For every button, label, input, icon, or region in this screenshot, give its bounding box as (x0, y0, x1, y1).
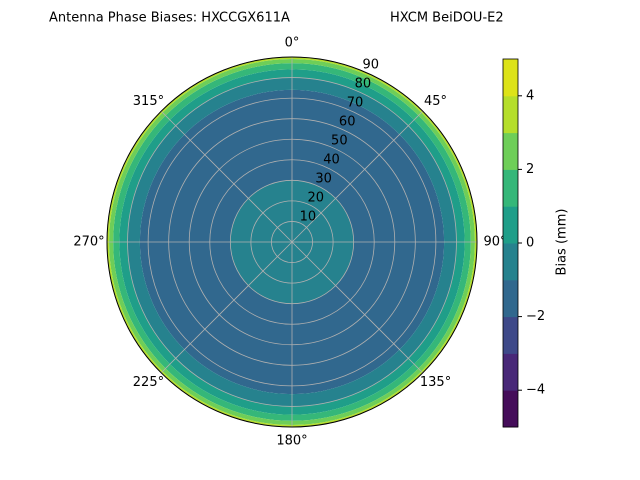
colorbar-swatch (503, 169, 518, 207)
r-tick-label: 50 (331, 134, 348, 149)
theta-tick-label: 180° (276, 434, 307, 449)
r-tick-label: 30 (315, 172, 332, 187)
colorbar-swatch (503, 316, 518, 354)
grid-spoke (291, 110, 424, 243)
colorbar-label: Bias (mm) (555, 209, 570, 276)
theta-tick-label: 0° (285, 36, 300, 51)
colorbar-swatch (503, 59, 518, 97)
colorbar-tick-label: 0 (526, 236, 534, 251)
colorbar-swatch (503, 353, 518, 391)
colorbar-swatch (503, 279, 518, 318)
r-tick-label: 20 (307, 191, 324, 206)
theta-tick-label: 90° (483, 235, 506, 250)
theta-tick-label: 270° (73, 235, 104, 250)
r-tick-label: 40 (323, 153, 340, 168)
r-tick-label: 10 (300, 210, 317, 225)
colorbar-swatch (503, 132, 518, 170)
r-tick-label: 90 (363, 58, 380, 73)
colorbar-swatch (503, 243, 518, 281)
colorbar-tick-label: 2 (526, 162, 534, 177)
grid-spoke (291, 241, 424, 374)
theta-tick-label: 225° (133, 375, 164, 390)
colorbar-swatch (503, 95, 518, 134)
r-tick-label: 60 (339, 115, 356, 130)
chart-subtitle: HXCM BeiDOU-E2 (390, 11, 504, 26)
r-tick-label: 80 (355, 77, 372, 92)
colorbar-tick-label: −4 (526, 383, 545, 398)
grid-spoke (160, 241, 293, 374)
colorbar-tick-label: −2 (526, 309, 545, 324)
colorbar-swatch (503, 206, 518, 244)
theta-tick-label: 135° (420, 375, 451, 390)
chart-title: Antenna Phase Biases: HXCCGX611A (49, 11, 290, 26)
theta-tick-label: 45° (424, 94, 447, 109)
colorbar-tick-label: 4 (526, 88, 534, 103)
grid-spoke (160, 110, 293, 243)
r-tick-label: 70 (347, 96, 364, 111)
polar-frame (106, 56, 478, 428)
colorbar-swatch (503, 390, 518, 428)
theta-tick-label: 315° (133, 94, 164, 109)
